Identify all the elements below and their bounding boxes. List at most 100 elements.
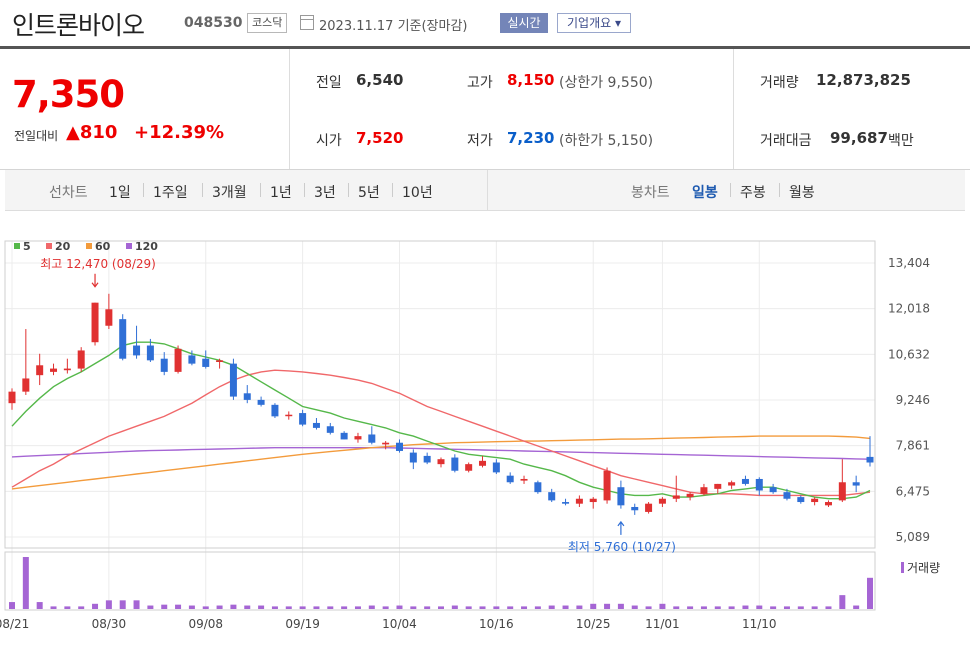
low-annotation: 최저 5,760 (10/27) xyxy=(568,540,676,554)
volume-bar xyxy=(451,605,458,609)
candle xyxy=(340,431,348,440)
volume-bar xyxy=(839,595,846,609)
candle xyxy=(368,426,376,445)
low-arrowhead-icon xyxy=(617,520,625,527)
lower-limit: (하한가 5,150) xyxy=(559,133,654,149)
prev-close-label: 전일 xyxy=(316,75,342,91)
open-label: 시가 xyxy=(316,133,342,149)
candle-body xyxy=(728,482,736,486)
candle xyxy=(672,475,680,503)
legend-label-ma120: 120 xyxy=(135,240,158,253)
period-weekly[interactable]: 주봉 xyxy=(740,185,766,201)
volume-bar xyxy=(548,605,555,609)
period-daily[interactable]: 일봉 xyxy=(692,185,718,201)
volume-bar xyxy=(714,606,721,609)
x-tick-label: 09/08 xyxy=(188,617,223,631)
candles xyxy=(8,293,874,515)
market-badge: 코스닥 xyxy=(247,13,288,33)
candle-body xyxy=(658,498,666,504)
ma20-line xyxy=(11,369,871,497)
volume-bar xyxy=(313,606,320,609)
period-monthly[interactable]: 월봉 xyxy=(789,185,815,201)
candle-body xyxy=(91,302,99,343)
candle xyxy=(631,503,639,515)
candle xyxy=(174,345,182,374)
moving-averages xyxy=(11,341,871,500)
stock-header: 인트론바이오 048530 코스닥 2023.11.17 기준(장마감) 실시간… xyxy=(0,0,970,46)
volume-bar xyxy=(424,606,431,609)
candle xyxy=(312,418,320,430)
candle-body xyxy=(119,319,127,359)
period-5y[interactable]: 5년 xyxy=(358,185,380,201)
period-3m[interactable]: 3개월 xyxy=(212,185,247,201)
volume-bar xyxy=(756,605,763,609)
candle-body xyxy=(285,414,293,417)
x-axis: 08/21 08/30 09/08 09/19 10/04 10/16 10/25 11/01… xyxy=(0,617,777,631)
trade-value: 99,687 xyxy=(830,129,888,147)
annotations: 최고 12,470 (08/29) 최저 5,760 (10/27) xyxy=(40,257,676,554)
volume-bar xyxy=(230,604,237,609)
candle xyxy=(22,329,30,395)
realtime-button[interactable]: 실시간 xyxy=(500,13,548,33)
volume-bar xyxy=(534,606,541,609)
volume-bar xyxy=(354,606,361,609)
volume-bar xyxy=(479,606,486,609)
volume-bar xyxy=(202,606,209,609)
period-3y[interactable]: 3년 xyxy=(314,185,336,201)
candle-body xyxy=(797,497,805,503)
candle xyxy=(520,475,528,484)
period-1y[interactable]: 1년 xyxy=(270,185,292,201)
ma5-line xyxy=(11,341,871,500)
y-tick-label: 13,404 xyxy=(888,256,930,270)
volume-bar xyxy=(271,606,278,609)
candle xyxy=(229,358,237,400)
candle xyxy=(866,436,874,467)
company-overview-dropdown[interactable]: 기업개요 ▾ xyxy=(557,13,631,33)
candle xyxy=(589,497,597,509)
period-1w[interactable]: 1주일 xyxy=(153,185,188,201)
y-tick-label: 9,246 xyxy=(896,393,930,407)
candle-body xyxy=(368,434,376,443)
candle-body xyxy=(395,442,403,451)
volume-bar xyxy=(299,606,306,609)
candle xyxy=(658,497,666,507)
prev-close-value: 6,540 xyxy=(356,71,404,89)
candle-body xyxy=(216,360,224,362)
candle xyxy=(395,439,403,453)
period-selector: 선차트 1일 1주일 3개월 1년 3년 5년 10년 봉차트 일봉 주봉 월봉 xyxy=(5,170,965,211)
candle-body xyxy=(423,455,431,463)
volume-bar xyxy=(368,605,375,609)
candle xyxy=(257,396,265,407)
volume-legend-swatch xyxy=(901,562,904,573)
period-10y[interactable]: 10년 xyxy=(402,185,433,201)
candle-body xyxy=(631,506,639,511)
candle-body xyxy=(202,358,210,367)
period-1d[interactable]: 1일 xyxy=(109,185,131,201)
high-value: 8,150 xyxy=(507,71,555,89)
candle xyxy=(146,338,154,362)
volume-bar xyxy=(631,605,638,609)
candle-body xyxy=(105,309,113,326)
divider xyxy=(289,49,290,169)
candle-body xyxy=(271,404,279,417)
volume-bar xyxy=(36,602,43,609)
trade-value-unit: 백만 xyxy=(888,133,914,149)
quote-panel: 7,350 전일대비 ▲810 +12.39% 전일 6,540 시가 7,52… xyxy=(0,49,970,170)
candle-body xyxy=(520,478,528,481)
candle xyxy=(285,411,293,420)
volume-bar xyxy=(576,605,583,609)
candle-body xyxy=(838,482,846,501)
candle xyxy=(645,502,653,514)
volume-bar xyxy=(50,606,57,609)
current-price: 7,350 xyxy=(12,73,125,116)
candle-body xyxy=(160,358,168,372)
line-chart-label: 선차트 xyxy=(49,185,88,201)
candle xyxy=(91,302,99,346)
candle xyxy=(838,459,846,503)
candle-body xyxy=(63,368,71,371)
candle-body xyxy=(243,393,251,400)
y-tick-label: 6,475 xyxy=(896,484,930,498)
stock-name: 인트론바이오 xyxy=(12,11,145,40)
candle-body xyxy=(575,498,583,504)
volume-bar xyxy=(797,606,804,609)
